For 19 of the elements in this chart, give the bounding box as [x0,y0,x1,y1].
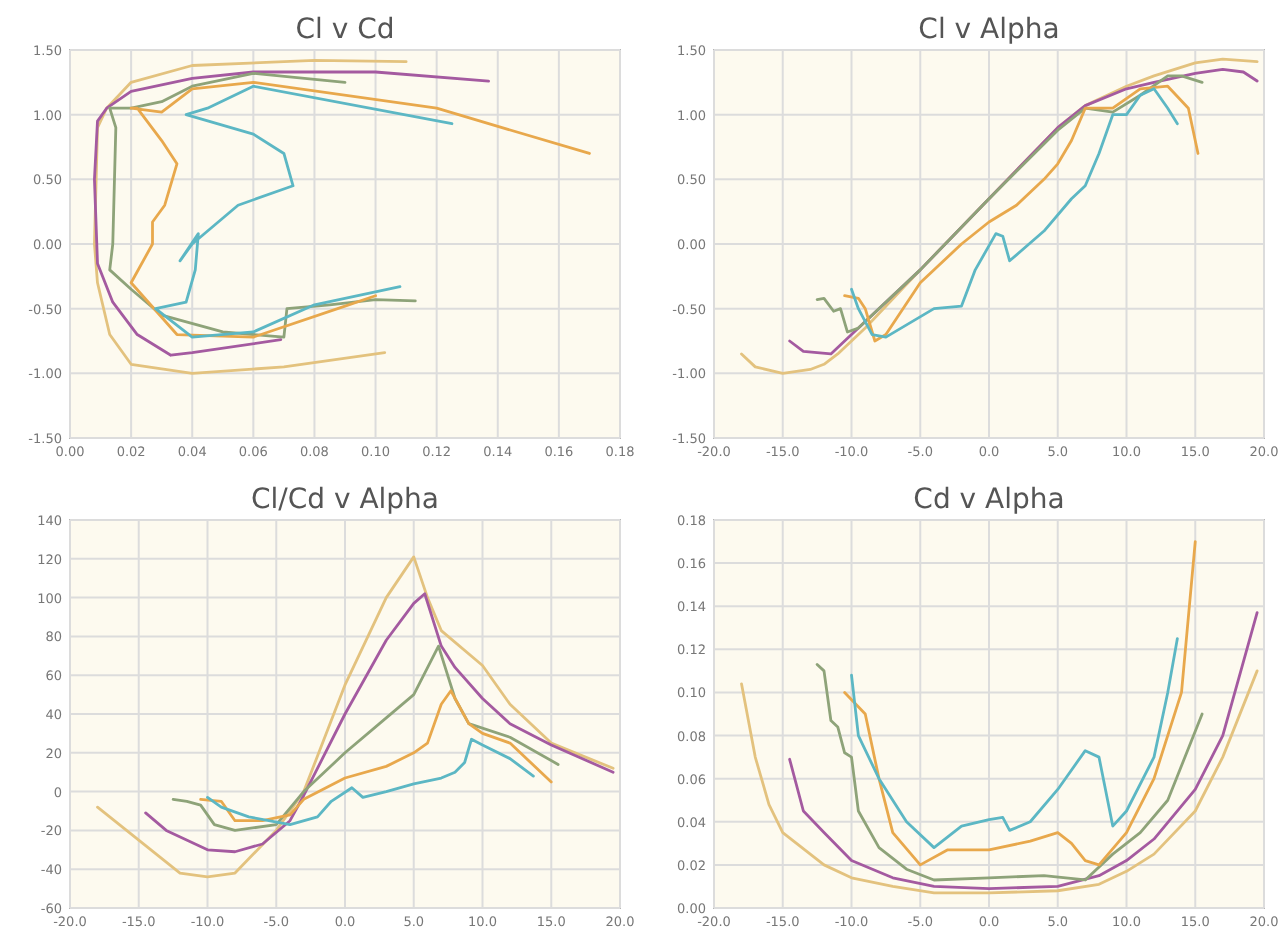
line-series [788,611,1259,890]
line-series [206,737,535,826]
line-series [843,540,1197,867]
line-series [129,80,591,339]
line-series [144,592,615,854]
chart-title: Cd v Alpha [913,484,1065,516]
chart-title: Cl/Cd v Alpha [250,484,440,516]
line-series [96,555,615,879]
line-series [108,71,417,339]
chart-title: Cl v Alpha [918,14,1060,46]
line-series [93,58,408,375]
line-series [93,70,491,357]
line-series [154,84,454,339]
line-series [850,637,1179,850]
line-series [171,644,560,832]
chart-title: Cl v Cd [295,14,395,46]
line-series [740,669,1259,895]
line-series [199,689,553,823]
line-series [815,663,1204,882]
